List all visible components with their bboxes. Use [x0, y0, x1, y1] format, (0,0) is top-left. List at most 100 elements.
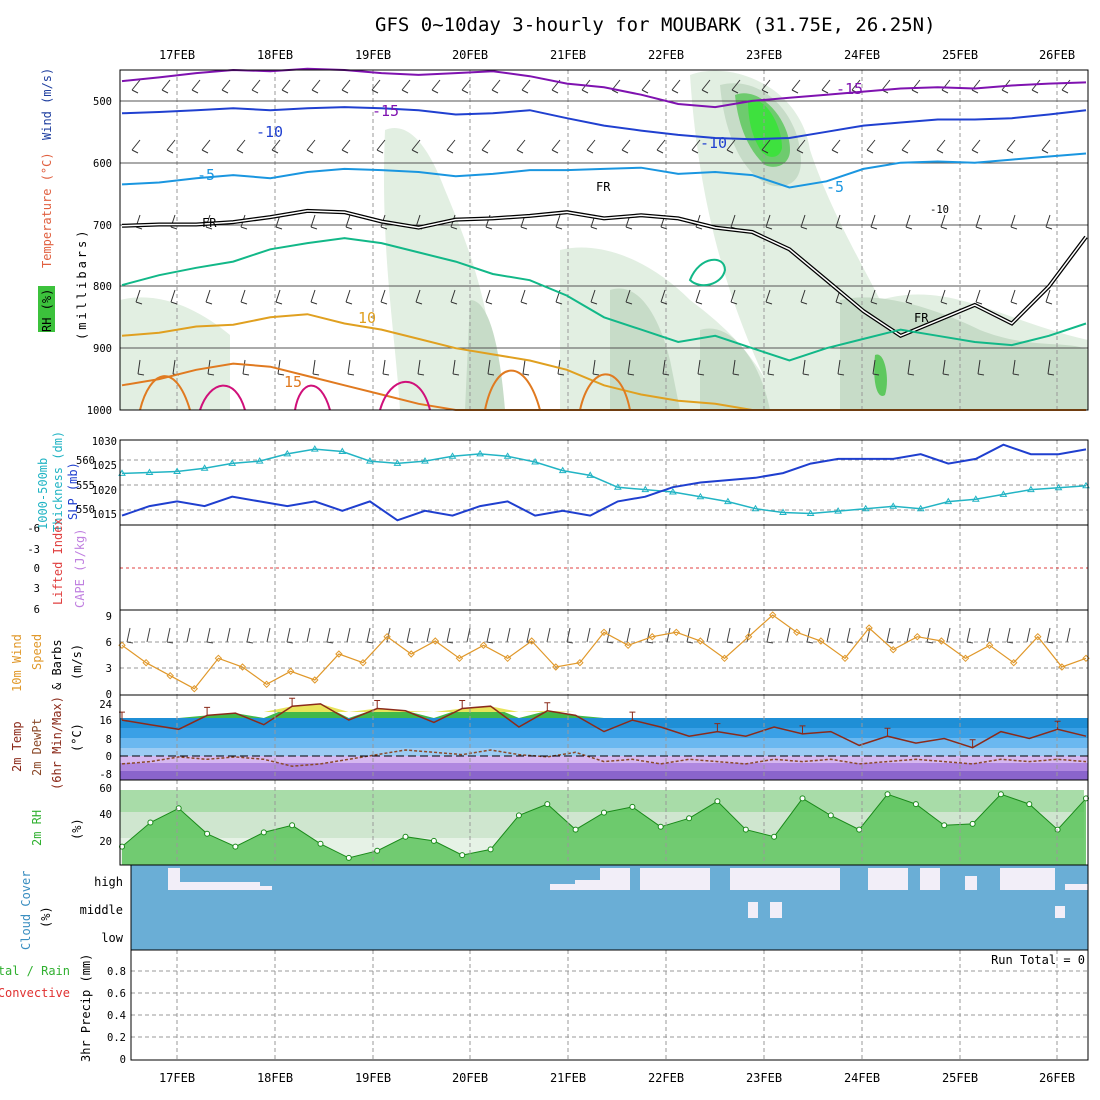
thickness-marker — [476, 449, 484, 457]
thickness-marker — [1054, 483, 1063, 491]
temp-minmax-bar — [884, 727, 891, 737]
low-level-warm-contours — [139, 258, 727, 411]
wind-speed-marker — [503, 654, 512, 663]
thickness-marker — [806, 509, 815, 516]
y-tick-label: 1025 — [92, 460, 117, 472]
y-tick-label: 0.2 — [107, 1032, 126, 1044]
thickness-marker — [145, 468, 154, 475]
y-tick-label: 40 — [99, 809, 112, 821]
date-label-top: 23FEB — [746, 48, 782, 62]
isotherm-freezing-inner — [121, 210, 1087, 337]
panel-border — [119, 439, 1089, 526]
axis-label-barbs: & Barbs — [50, 639, 64, 690]
date-label-top: 21FEB — [550, 48, 586, 62]
run-total-label: Run Total = 0 — [991, 953, 1085, 967]
date-label-bottom: 17FEB — [159, 1071, 195, 1085]
date-label-top: 17FEB — [159, 48, 195, 62]
wind-barbs-10m — [126, 627, 1071, 644]
panel-border — [130, 949, 1089, 1061]
temp-dewpt-series — [119, 697, 1087, 767]
date-label-bottom: 25FEB — [942, 1071, 978, 1085]
wind-speed-marker — [1058, 663, 1066, 671]
isotherm-line — [121, 106, 1087, 141]
date-label-bottom: 26FEB — [1039, 1071, 1075, 1085]
rh-marker — [317, 840, 324, 847]
wind-speed-marker — [359, 658, 367, 667]
axis-label-wind10m: 10m Wind — [10, 634, 24, 692]
wind-speed-marker — [720, 654, 729, 663]
rh-series — [119, 791, 1089, 865]
temperature-color-bands — [120, 718, 1088, 780]
y-tick-label: 0 — [106, 751, 112, 763]
temp-minmax-bar — [459, 700, 466, 709]
thickness-marker — [448, 452, 457, 459]
y-tick-label: 6 — [34, 604, 40, 616]
y-tick-label: 1000 — [87, 405, 112, 417]
cloud-level-label: middle — [80, 903, 123, 917]
axis-label-cloud-cover: Cloud Cover — [19, 871, 33, 950]
thickness-marker — [861, 504, 870, 512]
wind-speed-marker — [431, 637, 440, 645]
y-tick-label: 8 — [106, 734, 112, 746]
axis-label-temperature: Temperature (°C) — [40, 152, 54, 268]
temp-minmax-bar — [799, 725, 806, 734]
grid-temp — [176, 695, 1058, 780]
y-tick-label: 550 — [76, 504, 95, 516]
date-label-bottom: 20FEB — [452, 1071, 488, 1085]
thickness-line — [121, 448, 1087, 515]
y-tick-label: 600 — [93, 158, 112, 170]
cloud-gaps — [168, 868, 1088, 918]
thickness-marker — [999, 490, 1008, 497]
thickness-marker — [393, 459, 402, 466]
rh-marker — [969, 820, 976, 827]
rh-marker — [856, 826, 863, 833]
rh-marker — [1026, 801, 1033, 808]
axis-label-cloud-percent: (%) — [39, 906, 53, 928]
rh-marker — [601, 809, 607, 816]
contour-label: 15 — [284, 373, 302, 391]
wind-speed-marker — [479, 641, 488, 650]
y-tick-label: 800 — [93, 281, 112, 293]
rh-marker — [345, 854, 352, 861]
temp-minmax-bar — [544, 702, 551, 711]
legend-total-rain: Total / Rain — [0, 964, 70, 978]
rh-marker — [941, 822, 948, 829]
thickness-marker — [889, 502, 898, 509]
y-tick-label: 9 — [106, 611, 112, 623]
wind-speed-marker — [335, 650, 343, 658]
temp-minmax-bar — [1054, 720, 1061, 730]
rh-marker — [1054, 826, 1061, 833]
date-label-top: 20FEB — [452, 48, 488, 62]
top-date-axis: 17FEB 18FEB 19FEB 20FEB 21FEB 22FEB 23FE… — [159, 48, 1075, 62]
axis-label-lifted-index: Lifted Index — [51, 518, 65, 605]
contour-label: 10 — [358, 309, 376, 327]
wind-speed-marker — [286, 667, 295, 676]
wind-speed-marker — [455, 654, 464, 663]
date-label-top: 25FEB — [942, 48, 978, 62]
date-label-top: 24FEB — [844, 48, 880, 62]
wind-speed-marker — [238, 663, 247, 671]
date-label-bottom: 22FEB — [648, 1071, 684, 1085]
thickness-marker — [558, 466, 567, 474]
thickness-marker — [669, 488, 677, 495]
rh-marker — [827, 812, 834, 819]
date-label-bottom: 23FEB — [746, 1071, 782, 1085]
axis-label-speed: Speed — [30, 634, 44, 670]
wind-speed-marker — [552, 663, 560, 671]
thickness-marker — [310, 445, 319, 452]
contour-label: -10 — [256, 123, 283, 141]
thickness-marker — [503, 452, 512, 459]
panel-precip: Run Total = 0 0.8 0.6 0.4 0.2 0 Total / … — [0, 949, 1089, 1066]
thickness-marker — [228, 459, 237, 466]
y-tick-label: 16 — [99, 715, 112, 727]
temp-minmax-bar — [289, 697, 296, 707]
rh-marker — [686, 815, 693, 822]
panel-cloud-cover: high middle low Cloud Cover (%) — [19, 864, 1089, 951]
chart-title: GFS 0~10day 3-hourly for MOUBARK (31.75E… — [375, 14, 936, 36]
rh-marker — [515, 812, 522, 819]
wind-speed-marker — [937, 637, 946, 645]
wind-speed-marker — [576, 658, 584, 667]
bottom-date-axis: 17FEB 18FEB 19FEB 20FEB 21FEB 22FEB 23FE… — [159, 1071, 1075, 1085]
contour-label: FR — [202, 216, 217, 230]
